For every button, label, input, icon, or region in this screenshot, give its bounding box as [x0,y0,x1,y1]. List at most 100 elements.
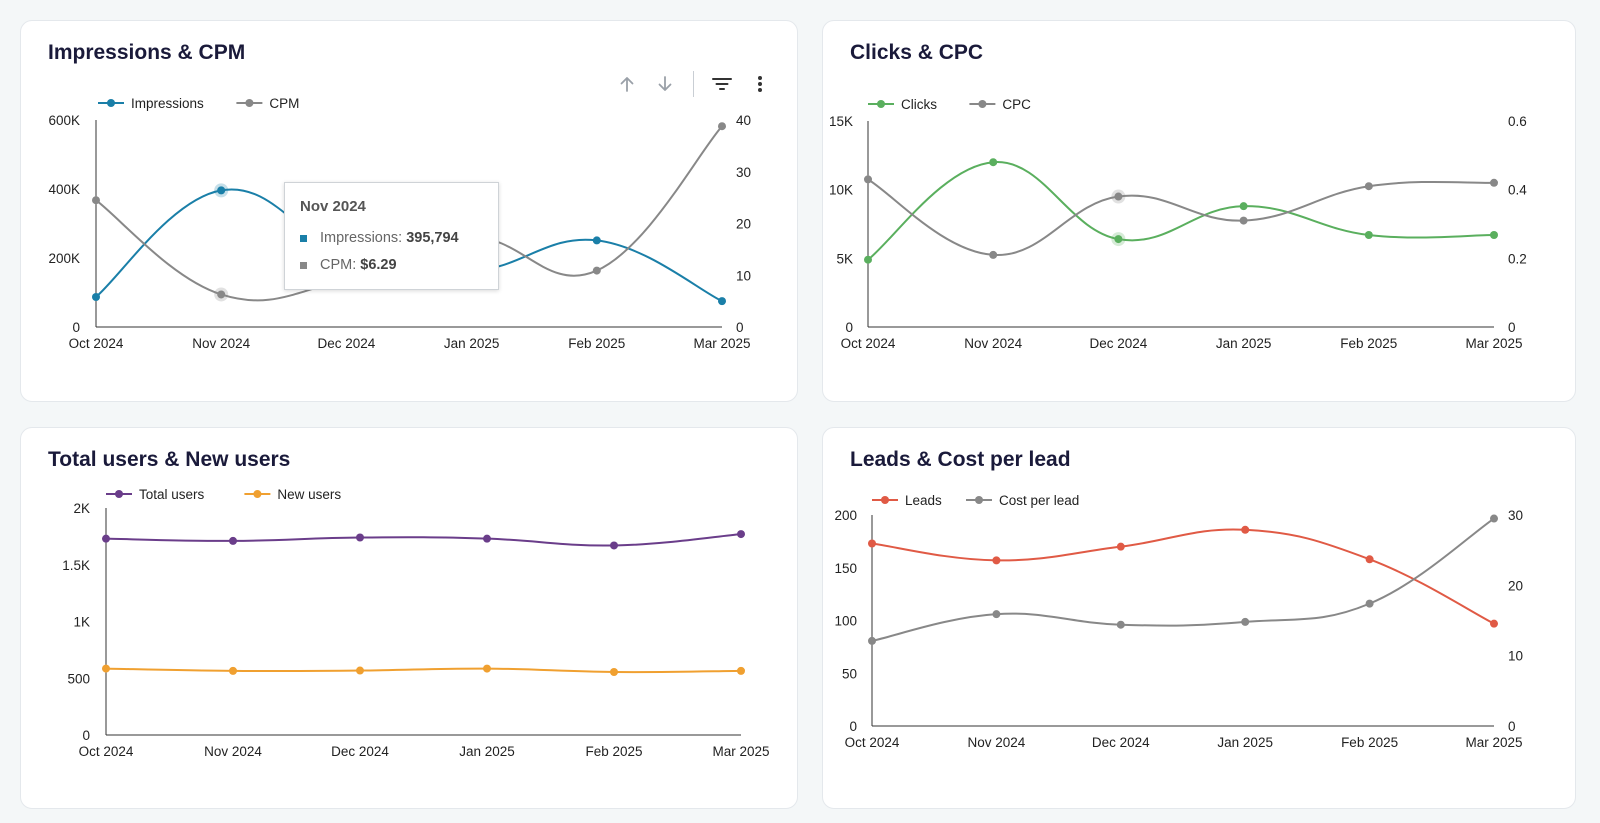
data-point [1116,620,1125,629]
y-axis-left-tick-label: 0 [845,320,853,335]
data-point [102,534,110,543]
legend-swatch-dot [881,496,889,504]
x-axis-tick-label: Feb 2025 [1340,336,1397,351]
x-axis-tick-label: Jan 2025 [1217,735,1273,750]
data-point [217,186,226,195]
data-point [483,534,491,543]
y-axis-left-tick-label: 0 [72,320,80,335]
card-title: Impressions & CPM [48,41,246,64]
y-axis-left-tick-label: 50 [842,666,857,681]
data-point [229,536,237,545]
y-axis-right-tick-label: 20 [736,217,751,232]
y-axis-left-tick-label: 5K [836,251,853,266]
clicks-cpc-chart[interactable]: 0 5K 10K 15K 0 0.2 0.4 0.6 Oct 2024 Nov 2024 Dec 2… [823,21,1577,403]
sort-descending-button[interactable] [646,69,684,99]
x-axis-tick-label: Nov 2024 [192,336,250,351]
y-axis-right-tick-label: 0.2 [1508,251,1527,266]
y-axis-right-tick-label: 10 [736,268,751,283]
y-axis-right-tick-label: 0 [1508,719,1516,734]
data-point [1365,599,1374,608]
series-line-total-users [105,533,742,547]
arrow-down-icon [658,76,672,91]
x-axis-tick-label: Nov 2024 [968,735,1026,750]
data-point [1364,230,1373,239]
x-axis-tick-label: Jan 2025 [459,744,515,759]
y-axis-left-tick-label: 150 [834,561,857,576]
data-point [356,666,364,675]
data-point [217,290,226,299]
filter-icon [712,78,732,90]
legend-swatch-dot [978,100,987,108]
more-options-button[interactable] [741,69,779,99]
data-point [356,533,364,542]
x-axis-tick-label: Feb 2025 [1341,735,1398,750]
leads-chart[interactable]: 0 50 100 150 200 0 10 20 30 Oct 2024 Nov 2024 Dec 2… [823,428,1577,810]
legend-label: New users [277,487,341,502]
data-point [864,175,872,184]
data-point [989,158,998,167]
data-point [718,297,726,306]
y-axis-left-tick-label: 100 [834,614,857,629]
chart-card-clicks-cpc: Clicks & CPC 0 5K 10K 15K 0 0.2 0.4 0.6 Oct 2024… [822,20,1576,402]
data-point [864,255,872,264]
legend-item: CPC [969,97,1031,112]
tooltip-swatch [300,261,307,269]
x-axis-tick-label: Mar 2025 [1465,735,1522,750]
filter-button[interactable] [703,69,741,99]
series-line-cpc [867,178,1495,256]
data-point [1490,619,1498,628]
data-point [610,541,618,550]
y-axis-right-tick-label: 30 [1508,508,1523,523]
series-line-cost-per-lead [871,517,1495,642]
card-title: Leads & Cost per lead [850,448,1071,471]
data-point [737,666,745,675]
tooltip-value: $6.29 [360,257,397,273]
legend-label: Impressions [131,96,204,111]
legend-swatch-dot [975,496,983,504]
y-axis-right-tick-label: 0.4 [1508,183,1527,198]
card-title: Clicks & CPC [850,41,984,64]
legend-label: Total users [139,487,205,502]
data-point [1239,202,1248,211]
tooltip-label: Impressions: [320,230,403,246]
series-line-leads [871,528,1495,625]
tooltip-row-cpm: CPM: $6.29 [300,257,397,273]
data-point [92,292,100,301]
legend-label: CPC [1002,97,1031,112]
chart-toolbar [608,69,779,99]
legend-swatch-dot [253,490,262,498]
legend-swatch-dot [107,99,115,107]
card-title: Total users & New users [48,448,291,471]
data-point [1241,525,1250,534]
data-point [102,664,110,673]
legend-item: Impressions [98,96,204,111]
chart-card-leads: Leads & Cost per lead 0 50 100 150 200 0 10 20 3… [822,427,1576,809]
legend-label: Leads [905,493,942,508]
legend-label: Clicks [901,97,937,112]
y-axis-right-tick-label: 10 [1508,649,1523,664]
sort-ascending-button[interactable] [608,69,646,99]
y-axis-right-tick-label: 40 [736,113,751,128]
legend-label: CPM [269,96,299,111]
legend-label: Cost per lead [999,493,1079,508]
data-point [1114,192,1123,201]
y-axis-right-tick-label: 0.6 [1508,114,1527,129]
data-point [1490,178,1498,187]
x-axis-tick-label: Dec 2024 [318,336,376,351]
x-axis-tick-label: Feb 2025 [585,744,642,759]
data-point [1114,235,1123,244]
x-axis-tick-label: Dec 2024 [1090,336,1148,351]
legend-item: Cost per lead [966,493,1079,508]
tooltip-value: 395,794 [406,230,459,246]
y-axis-left-tick-label: 10K [829,183,853,198]
data-point [592,236,601,245]
y-axis-left-tick-label: 0 [849,719,857,734]
users-chart[interactable]: 0 500 1K 1.5K 2K Oct 2024 Nov 2024 Dec 2024 Jan … [21,428,799,810]
chart-card-users: Total users & New users 0 500 1K 1.5K 2K Oct … [20,427,798,809]
data-point [1364,182,1373,191]
data-point [610,668,618,677]
more-vert-icon [758,76,762,92]
data-point [737,530,745,539]
y-axis-left-tick-label: 200 [834,508,857,523]
x-axis-tick-label: Dec 2024 [331,744,389,759]
